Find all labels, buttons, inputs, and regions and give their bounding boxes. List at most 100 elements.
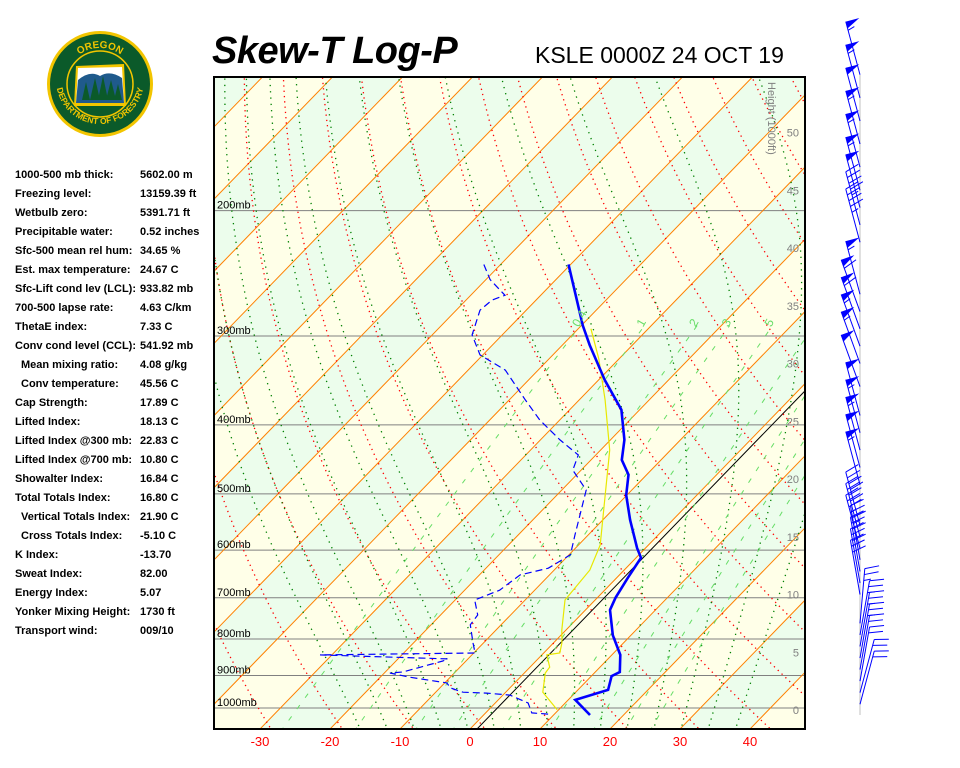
wind-barb-pennant	[841, 255, 855, 267]
wind-barbs	[840, 18, 889, 705]
wind-barb-staff	[845, 136, 861, 191]
chart-title: Skew-T Log-P	[212, 30, 458, 72]
moist-adiabat-line	[358, 77, 548, 729]
stat-label: Yonker Mixing Height:	[15, 606, 131, 618]
stat-row: Cross Totals Index: -5.10 C	[15, 529, 220, 548]
isobar-label: 600mb	[217, 539, 251, 551]
moist-adiabat-line	[734, 510, 805, 729]
wind-barb-staff	[845, 362, 861, 416]
isotherm-line	[399, 310, 805, 729]
stat-label: Est. max temperature:	[15, 264, 131, 276]
stat-value: 933.82 mb	[140, 283, 194, 295]
stat-value: 5391.71 ft	[140, 207, 191, 219]
stat-row: Cap Strength: 17.89 C	[15, 396, 220, 415]
wind-barb-half-feather	[851, 208, 859, 213]
stat-label: Sweat Index:	[15, 568, 83, 580]
oregon-department-of-forestry-logo: OREGON DEPARTMENT OF FORESTRY	[47, 31, 153, 137]
wind-barb-staff	[845, 67, 861, 122]
stat-value: 82.00	[140, 568, 168, 580]
wind-barb-staff	[840, 311, 861, 364]
isotherm-line	[214, 77, 334, 200]
stat-row: Sfc-Lift cond lev (LCL): 933.82 mb	[15, 282, 220, 301]
stat-row: 1000-500 mb thick: 5602.00 m	[15, 168, 220, 187]
wind-barb	[845, 475, 864, 537]
mixing-ratio-line	[650, 474, 805, 729]
stat-label: Vertical Totals Index:	[21, 511, 131, 523]
temperature-tick-label: 30	[673, 734, 687, 749]
wind-barb	[845, 464, 864, 526]
stat-value: 4.63 C/km	[140, 302, 192, 314]
wind-barb-staff	[840, 294, 861, 347]
svg-text:OREGON: OREGON	[75, 40, 125, 57]
wind-barb-staff	[845, 396, 861, 451]
isotherm-line	[0, 65, 204, 731]
wind-barb-feather	[868, 584, 884, 588]
isobar-label: 300mb	[217, 325, 251, 337]
wind-barb	[845, 237, 861, 295]
stat-label: ThetaE index:	[15, 321, 88, 333]
wind-barb-feather	[843, 276, 857, 287]
moist-adiabat-line	[707, 77, 803, 729]
wind-barb	[845, 487, 862, 549]
wind-barb-feather	[847, 169, 861, 178]
stat-row: 700-500 lapse rate: 4.63 C/km	[15, 301, 220, 320]
temperature-tick-label: 10	[533, 734, 547, 749]
temperature-tick-label: 20	[603, 734, 617, 749]
dry-adiabat-line	[399, 77, 772, 729]
moist-adiabat-line	[295, 77, 495, 729]
wind-barb-feather	[850, 198, 864, 207]
isotherm-line	[469, 382, 805, 729]
stat-value: -13.70	[140, 549, 172, 561]
station-time-label: KSLE 0000Z 24 OCT 19	[535, 42, 784, 68]
isobar-label: 900mb	[217, 664, 251, 676]
isobar-label: 1000mb	[217, 697, 257, 709]
wind-barb-feather	[850, 481, 864, 490]
height-tick-label: 30	[787, 359, 799, 371]
wind-barb-feather	[864, 571, 879, 576]
temperature-tick-label: 40	[743, 734, 757, 749]
wind-barb	[845, 163, 864, 226]
stat-row: Precipitable water: 0.52 inches	[15, 225, 220, 244]
stat-label: Sfc-500 mean rel hum:	[15, 245, 133, 257]
wind-barb-feather	[869, 624, 885, 628]
isotherm-line	[887, 65, 960, 731]
wind-barb	[840, 330, 861, 387]
wind-barb-feather	[845, 181, 859, 190]
isotherm-line	[214, 77, 684, 561]
wind-barb-staff	[845, 483, 861, 537]
stat-label: Sfc-Lift cond lev (LCL):	[15, 283, 136, 295]
wind-barb-staff	[845, 431, 861, 485]
stat-label: 1000-500 mb thick:	[15, 169, 114, 181]
moist-adiabat-line	[569, 77, 688, 729]
stat-row: Est. max temperature: 24.67 C	[15, 263, 220, 282]
isotherm-line	[679, 599, 805, 729]
wind-barb-staff	[859, 615, 871, 670]
height-tick-label: 10	[787, 590, 799, 602]
wind-barb-feather	[845, 464, 859, 473]
wind-barb	[859, 565, 880, 624]
wind-barb	[840, 255, 861, 312]
dry-adiabat-line	[282, 77, 558, 729]
wind-barb	[845, 410, 861, 468]
wind-barb-feather	[848, 175, 862, 184]
wind-barb-feather	[868, 630, 884, 634]
wind-barb-half-feather	[847, 401, 855, 407]
stat-row: Lifted Index @700 mb: 10.80 C	[15, 453, 220, 472]
wind-barb-feather	[847, 469, 861, 479]
plot-area	[0, 65, 960, 731]
wind-barb-feather	[868, 619, 884, 622]
wind-barb-feather	[869, 578, 885, 582]
wind-barb-staff	[845, 495, 861, 549]
isobar-label: 200mb	[217, 200, 251, 212]
isobar-label: 500mb	[217, 483, 251, 495]
moist-adiabat-line	[269, 77, 469, 729]
mixing-ratio-line	[625, 438, 805, 729]
stat-label: K Index:	[15, 549, 59, 561]
wind-barb-half-feather	[847, 384, 855, 389]
wind-barb	[845, 428, 861, 485]
wind-barb-staff	[859, 603, 871, 659]
isotherm-line	[259, 166, 805, 729]
temperature-tick-label: 0	[466, 734, 473, 749]
stat-value: 13159.39 ft	[140, 188, 197, 200]
stat-value: 21.90 C	[140, 511, 179, 523]
